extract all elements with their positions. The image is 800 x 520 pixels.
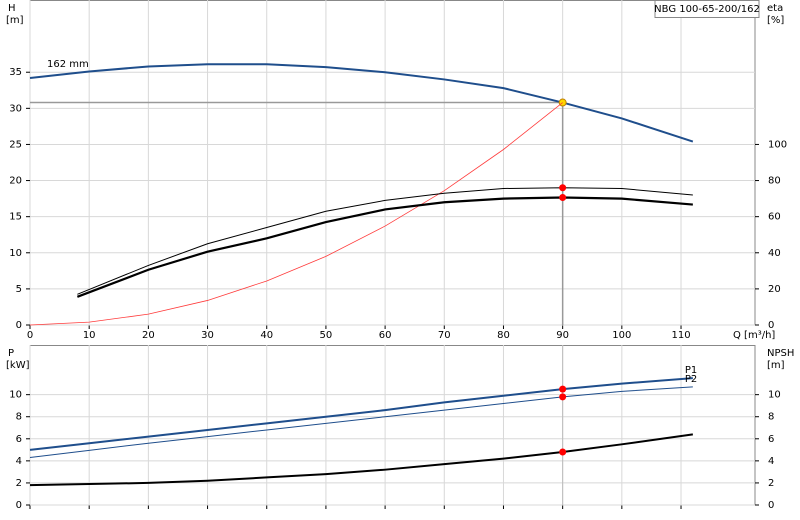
y2-tick-label: 2	[768, 478, 774, 489]
y2-label: NPSH	[767, 348, 794, 359]
title-box	[654, 0, 760, 18]
y2-unit: [%]	[767, 15, 784, 26]
curve	[29, 386, 693, 459]
legend-label: P1	[685, 365, 697, 376]
y2-tick-label: 10	[768, 390, 781, 401]
plot-area	[29, 345, 756, 506]
y2-tick-label: 4	[768, 456, 774, 467]
curve	[76, 196, 693, 298]
y-tick-label: 30	[9, 103, 22, 114]
duty-marker	[559, 184, 567, 192]
y-tick-label: 10	[9, 390, 22, 401]
y-unit: [m]	[6, 15, 24, 26]
y2-tick-label: 100	[768, 139, 787, 150]
y2-tick-label: 80	[768, 176, 781, 187]
y-tick-label: 4	[16, 456, 22, 467]
x-tick-label: 50	[320, 330, 333, 341]
y-label: H	[8, 3, 16, 14]
duty-marker	[559, 385, 567, 393]
y2-tick-label: 8	[768, 412, 774, 423]
y-tick-label: 5	[16, 284, 22, 295]
curve	[29, 102, 563, 326]
y-tick-label: 15	[9, 212, 22, 223]
x-tick-label: 10	[83, 330, 96, 341]
y-tick-label: 10	[9, 248, 22, 259]
y-tick-label: 2	[16, 478, 22, 489]
x-tick-label: 0	[27, 330, 33, 341]
y2-tick-label: 6	[768, 434, 774, 445]
y-tick-label: 0	[16, 500, 22, 511]
legend-label: P2	[685, 374, 697, 385]
y-label: P	[8, 348, 14, 359]
y-tick-label: 35	[9, 67, 22, 78]
y-tick-label: 20	[9, 176, 22, 187]
x-tick-label: 100	[612, 330, 631, 341]
x-tick-label: 40	[260, 330, 273, 341]
duty-marker	[559, 393, 567, 401]
y2-tick-label: 0	[768, 500, 774, 511]
y2-unit: [m]	[767, 360, 785, 371]
x-tick-label: 20	[142, 330, 155, 341]
curve	[77, 187, 693, 295]
y2-tick-label: 40	[768, 248, 781, 259]
y2-tick-label: 20	[768, 284, 781, 295]
curve	[29, 433, 693, 487]
chart-title: NBG 100-65-200/162	[654, 4, 760, 15]
x-tick-label: 60	[379, 330, 392, 341]
x-tick-label: 110	[671, 330, 690, 341]
x-tick-label: 30	[201, 330, 214, 341]
y-tick-label: 0	[16, 320, 22, 331]
x-label: Q [m³/h]	[733, 330, 775, 341]
y-tick-label: 8	[16, 412, 22, 423]
duty-marker	[559, 194, 567, 202]
y2-tick-label: 0	[768, 320, 774, 331]
curve	[29, 63, 694, 143]
duty-marker	[559, 448, 567, 456]
x-tick-label: 90	[556, 330, 569, 341]
y2-label: eta	[767, 3, 783, 14]
y-tick-label: 6	[16, 434, 22, 445]
curve-annotation: 162 mm	[47, 59, 89, 70]
curve	[29, 377, 693, 451]
y-unit: [kW]	[6, 360, 30, 371]
x-tick-label: 80	[497, 330, 510, 341]
y-tick-label: 25	[9, 139, 22, 150]
x-tick-label: 70	[438, 330, 451, 341]
y2-tick-label: 60	[768, 212, 781, 223]
plot-area	[29, 0, 756, 326]
